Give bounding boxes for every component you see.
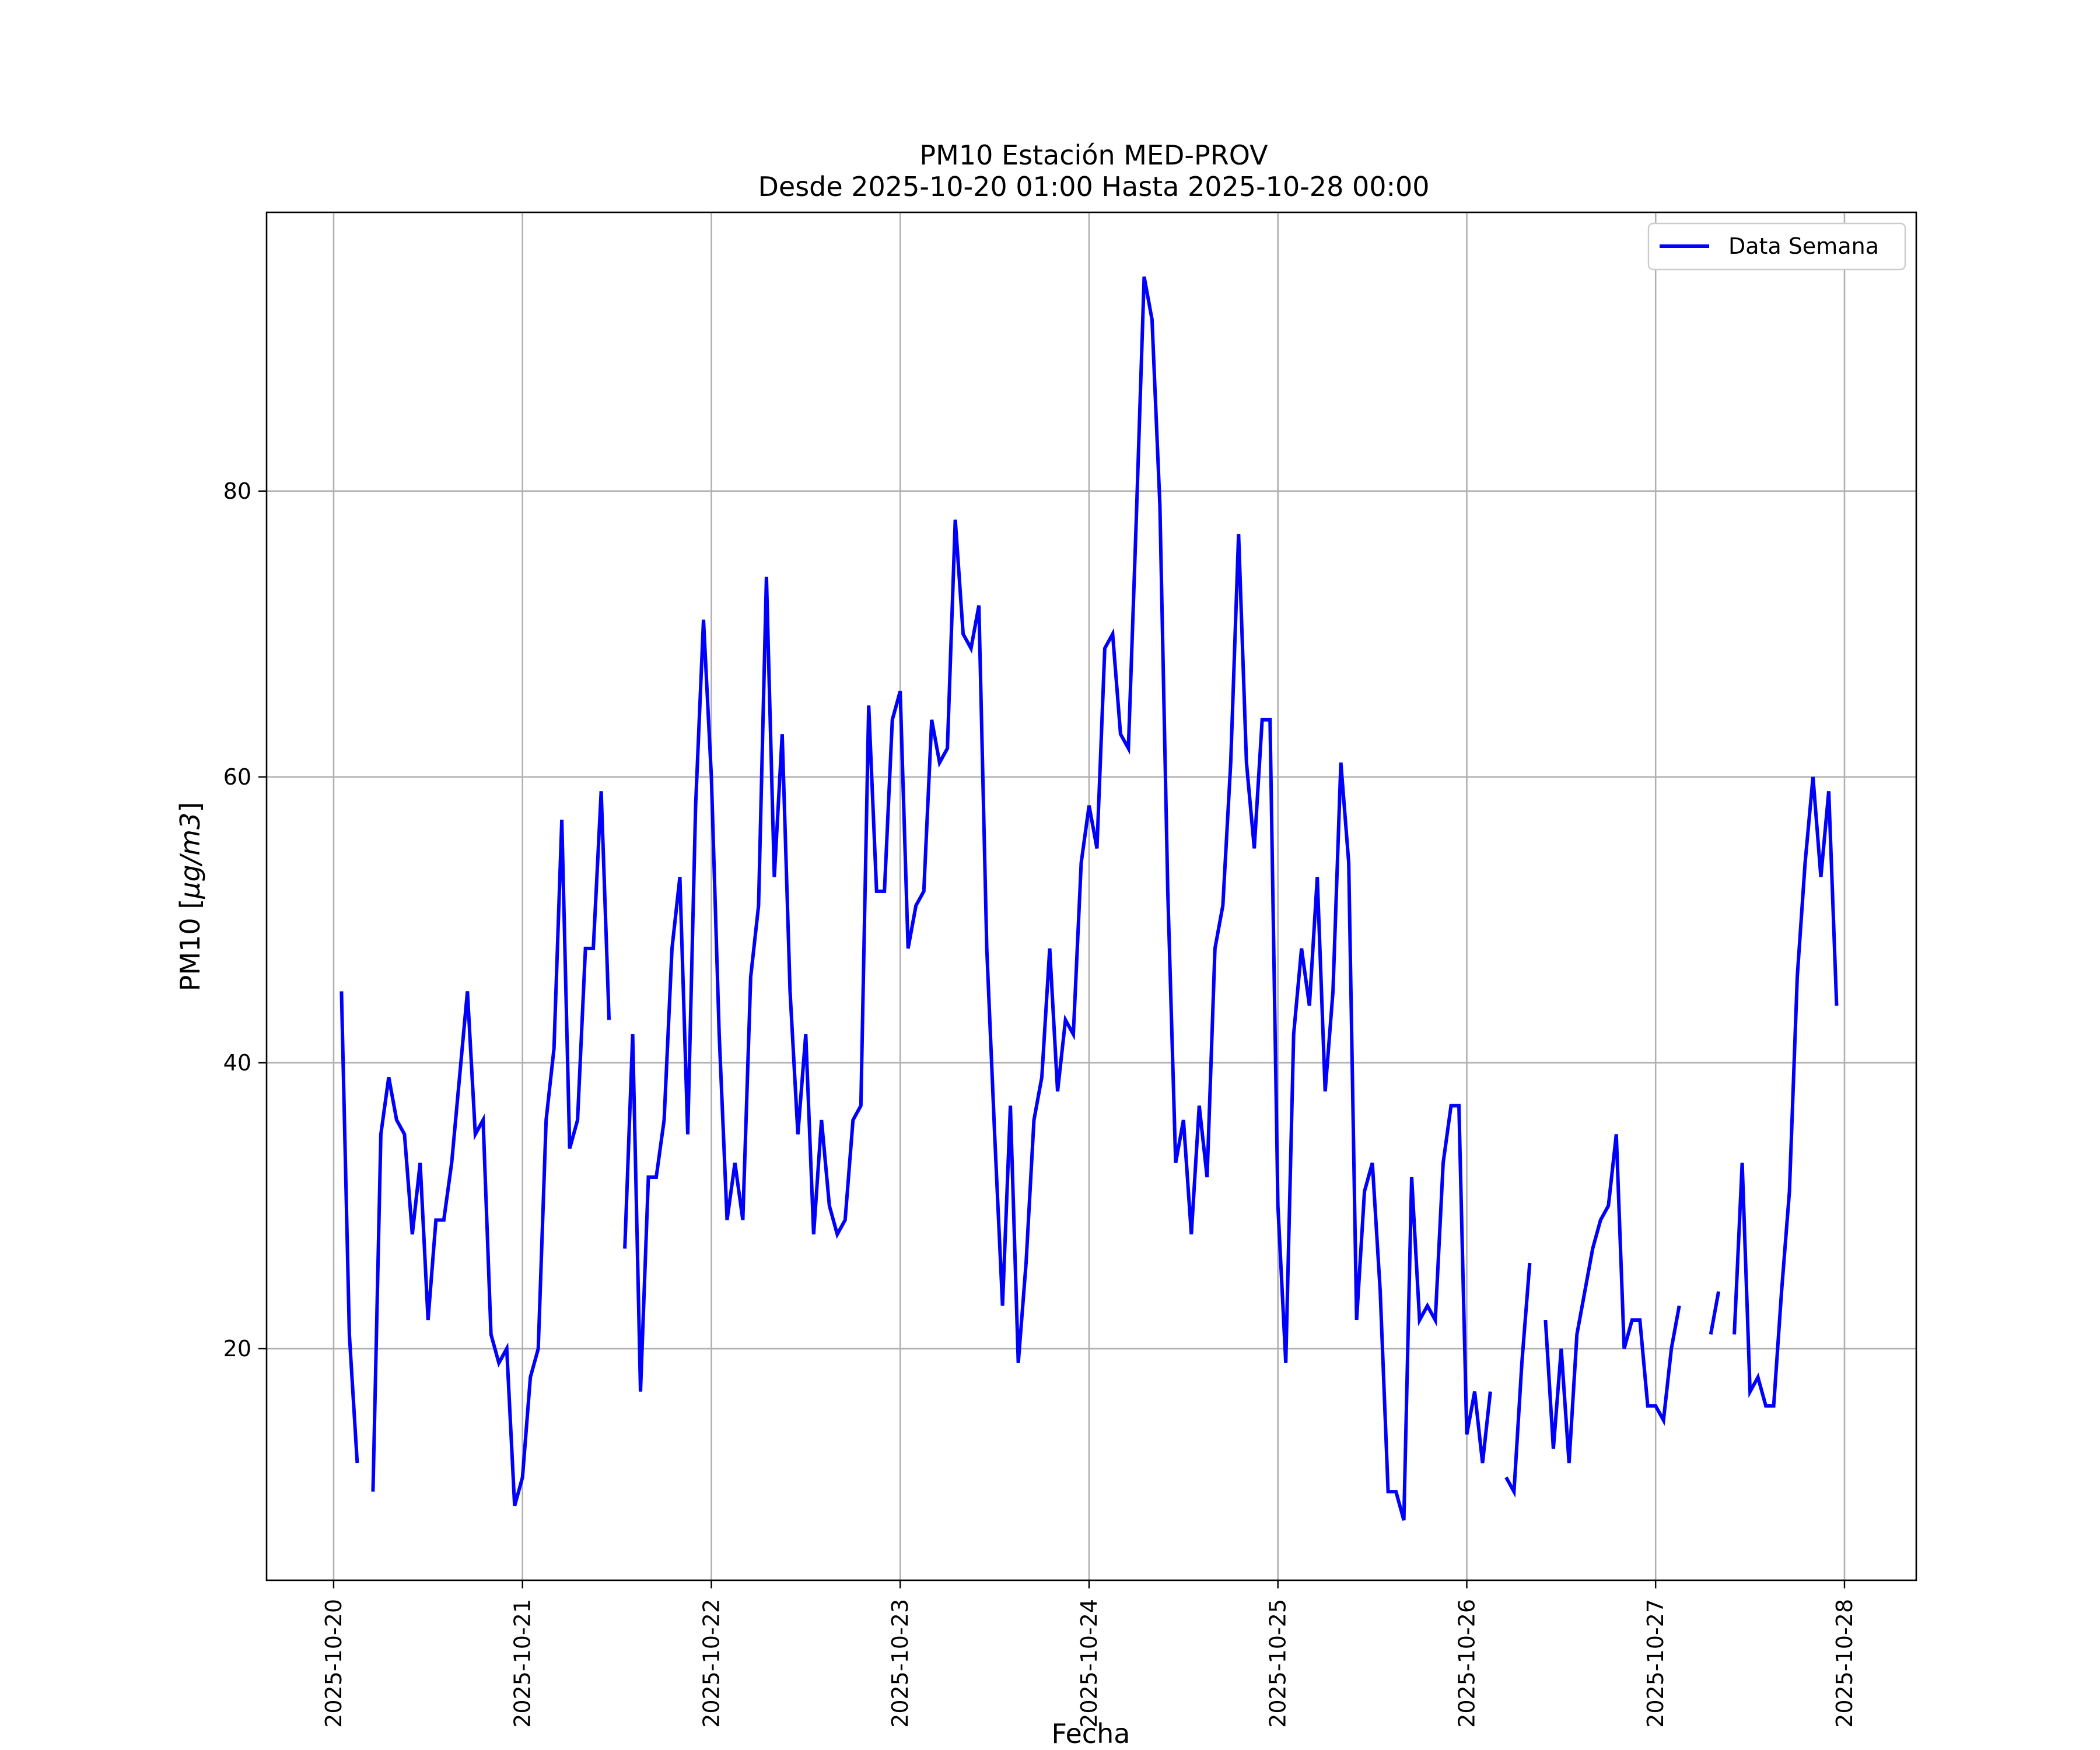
y-tick-label: 20: [223, 1336, 251, 1362]
series-line-segment: [1504, 1262, 1532, 1498]
y-axis-label-unit: μg/m3: [174, 813, 206, 900]
series-line-segment: [1732, 776, 1839, 1408]
data-series-line: [340, 276, 1839, 1521]
series-line-segment: [371, 791, 611, 1507]
series-line-segment: [340, 991, 359, 1464]
y-axis-ticks: 20 40 60 80: [223, 478, 267, 1362]
y-tick-label: 80: [223, 478, 251, 504]
x-tick-label: 2025-10-25: [1265, 1599, 1291, 1728]
series-line-segment: [1544, 1134, 1681, 1464]
x-tick-label: 2025-10-20: [321, 1599, 346, 1728]
plot-area-frame: [265, 211, 1917, 1581]
legend-label: Data Semana: [1728, 233, 1879, 259]
legend: Data Semana: [1647, 222, 1906, 271]
y-axis-label-end: ]: [174, 802, 206, 813]
y-tick-label: 60: [223, 764, 251, 790]
chart-title: PM10 Estación MED-PROV: [919, 139, 1268, 171]
x-tick-label: 2025-10-22: [698, 1599, 724, 1728]
x-tick-label: 2025-10-23: [887, 1599, 913, 1728]
series-line-segment: [1709, 1291, 1721, 1335]
y-tick-label: 40: [223, 1050, 251, 1076]
x-tick-label: 2025-10-27: [1643, 1599, 1668, 1728]
y-axis-label-main: PM10 [: [174, 899, 206, 992]
chart-subtitle: Desde 2025-10-20 01:00 Hasta 2025-10-28 …: [758, 171, 1429, 202]
y-axis-label: PM10 [μg/m3]: [174, 802, 206, 992]
x-tick-label: 2025-10-21: [510, 1599, 536, 1728]
x-tick-label: 2025-10-28: [1832, 1599, 1857, 1728]
x-tick-label: 2025-10-26: [1454, 1599, 1479, 1728]
x-axis-ticks: 2025-10-20 2025-10-21 2025-10-22 2025-10-23…: [321, 1580, 1857, 1728]
x-tick-label: 2025-10-24: [1076, 1599, 1102, 1728]
series-line-segment: [623, 276, 1492, 1521]
x-axis-label: Fecha: [1052, 1718, 1130, 1749]
legend-box: [1647, 222, 1906, 271]
